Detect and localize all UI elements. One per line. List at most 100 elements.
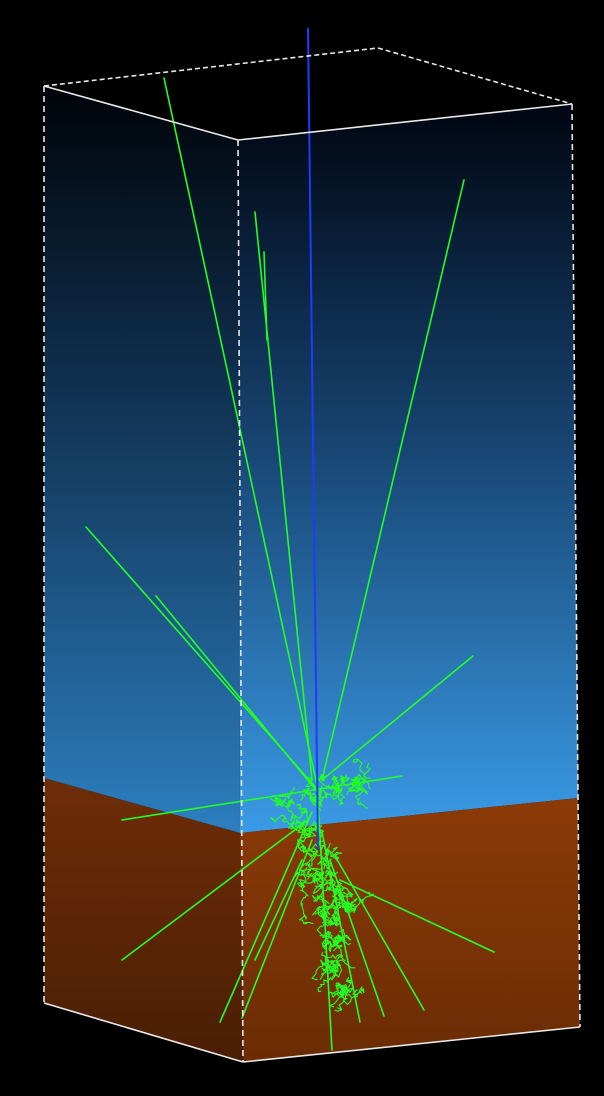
shower-track-segment [299, 882, 306, 889]
shower-track-segment [313, 785, 323, 803]
shower-track-segment [305, 776, 327, 794]
shower-track-segment [344, 904, 355, 915]
shower-track-segment [300, 862, 312, 875]
shower-track-segment [305, 790, 317, 801]
shower-track-segment [298, 902, 314, 925]
box-edge-vertical-front-right [571, 103, 581, 1028]
shower-track-segment [293, 867, 308, 878]
shower-track-segment [321, 939, 340, 953]
shower-track-segment [322, 935, 328, 953]
shower-track-segment [317, 908, 330, 922]
track-line [254, 211, 313, 781]
shower-track-segment [357, 778, 369, 795]
track-line [163, 77, 319, 791]
shower-track-segment [332, 904, 342, 926]
shower-track-segment [288, 825, 305, 833]
shower-track-segment [311, 909, 325, 918]
shower-track-segment [311, 895, 330, 905]
front-face [238, 104, 580, 1062]
shower-track-segment [339, 928, 352, 942]
shower-track-segment [329, 955, 346, 966]
shower-track-segment [333, 784, 343, 795]
shower-track-segment [278, 786, 296, 800]
shower-track-segment [324, 963, 332, 972]
track-line [155, 595, 321, 796]
shower-track-segment [302, 827, 312, 838]
track-line [121, 819, 309, 961]
box-edge-bottom-front [242, 1026, 581, 1063]
shower-track-segment [315, 877, 336, 888]
shower-track-segment [314, 870, 323, 881]
track-line [219, 811, 313, 1023]
shower-track-segment [297, 807, 309, 833]
shower-track-segment [315, 901, 329, 914]
shower-track-segment [270, 796, 283, 807]
shower-track-segment [331, 961, 343, 979]
shower-track-segment [342, 887, 354, 898]
shower-track-segment [352, 758, 365, 783]
front-face-upper-medium [238, 104, 578, 833]
shower-track-segment [307, 821, 319, 835]
track-line [339, 879, 495, 953]
shower-track-segment [315, 787, 344, 801]
shower-track-segment [311, 798, 322, 811]
box-edge-vertical-front-left [237, 139, 244, 1063]
shower-track-segment [331, 888, 345, 902]
shower-track-segment [308, 853, 328, 868]
shower-track-segment [324, 848, 330, 858]
shower-track-segment [347, 986, 365, 999]
shower-track-segment [317, 878, 332, 899]
shower-track-segment [329, 991, 343, 1008]
shower-track-segment [317, 966, 339, 993]
shower-track-segment [317, 855, 330, 870]
shower-track-segment [329, 959, 356, 974]
track-line [321, 179, 465, 781]
shower-track-segment [299, 825, 317, 853]
shower-track-segment [354, 782, 369, 809]
shower-track-segment [322, 958, 334, 974]
shower-track-segment [319, 966, 330, 980]
left-face-upper-medium [44, 86, 240, 833]
shower-track-segment [335, 982, 354, 994]
shower-track-segment [270, 814, 296, 830]
detector-box-wireframe [43, 47, 581, 1063]
particle-shower-cluster [270, 758, 375, 1012]
shower-track-segment [340, 774, 350, 785]
left-face-lower-medium [44, 778, 243, 1062]
left-face [44, 86, 243, 1062]
shower-track-segment [329, 846, 343, 862]
shower-track-segment [297, 879, 309, 907]
box-edge-bottom-left [43, 1002, 244, 1063]
box-edge-back-top-left [43, 47, 379, 87]
shower-track-segment [363, 762, 371, 779]
shower-track-segment [331, 776, 340, 786]
track-line [334, 855, 425, 1011]
shower-track-segment [339, 977, 352, 991]
shower-track-segment [280, 803, 291, 808]
shower-track-segment [297, 842, 319, 857]
shower-track-segment [327, 989, 345, 996]
shower-track-segment [319, 866, 333, 880]
shower-track-segment [299, 847, 313, 871]
shower-track-segment [349, 776, 371, 790]
shower-track-segment [328, 937, 352, 949]
front-face-lower-medium [240, 798, 580, 1062]
shower-track-segment [324, 903, 341, 920]
shower-track-segment [295, 818, 304, 830]
shower-track-segment [322, 930, 333, 940]
shower-track-segment [359, 891, 375, 904]
track-line [254, 859, 303, 961]
shower-track-segment [321, 944, 344, 962]
shower-track-segment [317, 773, 330, 788]
shower-track-segment [335, 879, 349, 892]
shower-track-segment [345, 899, 362, 910]
shower-track-segment [334, 887, 345, 902]
shower-track-segment [286, 798, 297, 822]
shower-track-segment [326, 858, 339, 878]
shower-track-segment [313, 826, 325, 838]
shower-track-segment [334, 934, 343, 950]
shower-track-segment [316, 921, 327, 937]
track-line [263, 251, 268, 341]
